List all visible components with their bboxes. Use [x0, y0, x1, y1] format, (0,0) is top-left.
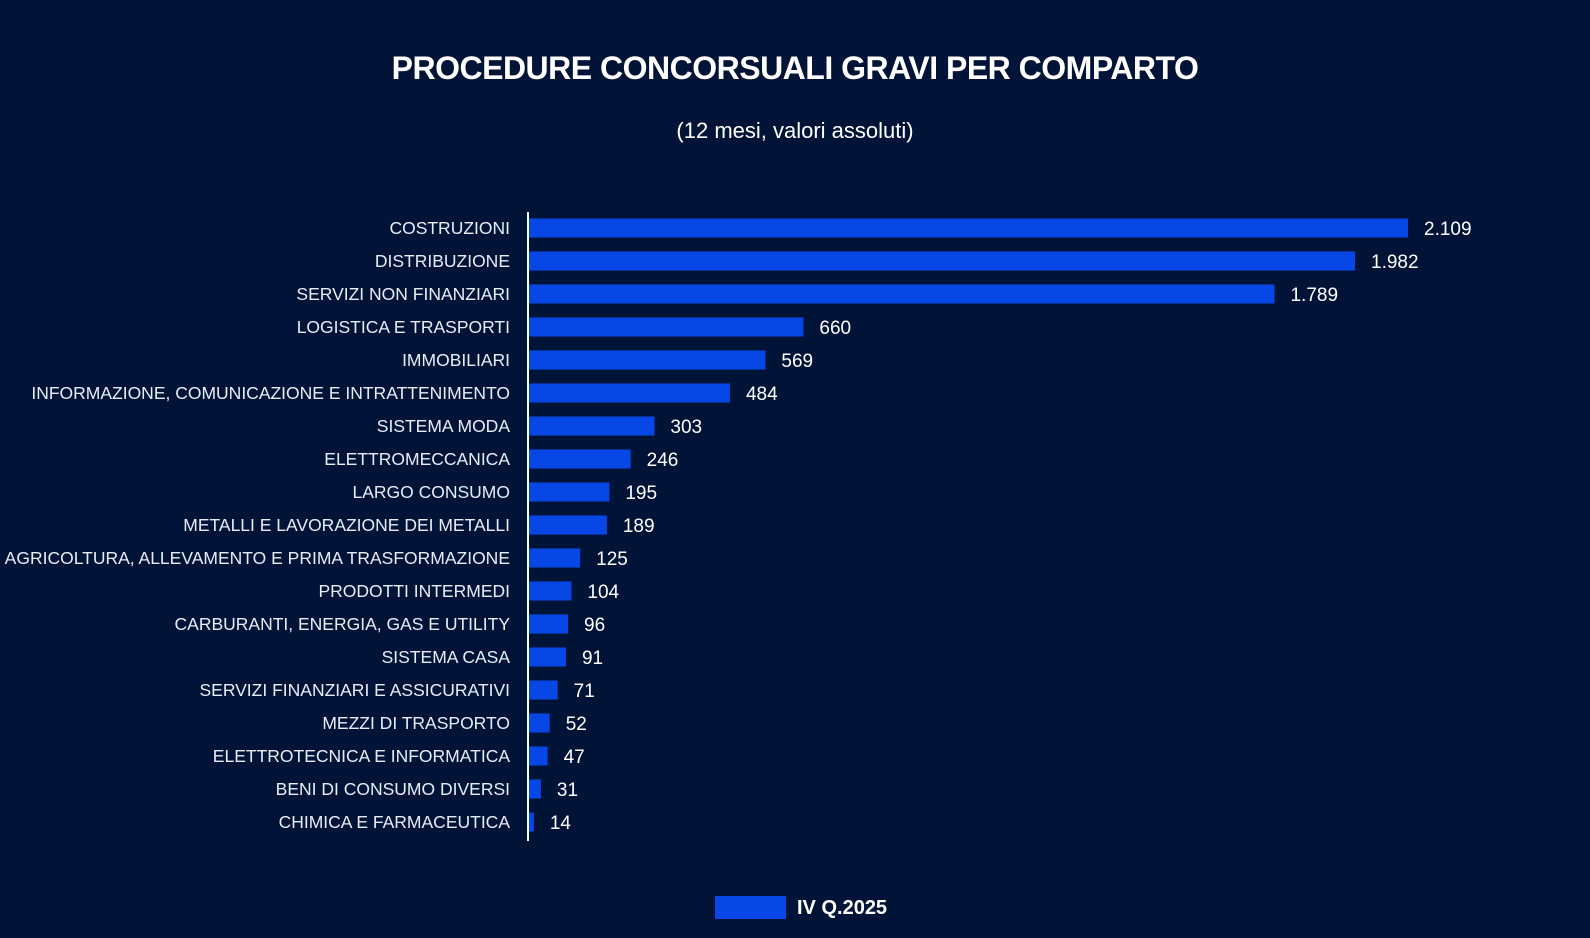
bar[interactable] — [528, 482, 610, 502]
data-label: 125 — [596, 549, 628, 570]
data-label: 31 — [557, 780, 578, 801]
bar[interactable] — [528, 317, 804, 337]
category-label: SERVIZI FINANZIARI E ASSICURATIVI — [199, 680, 510, 700]
data-label: 569 — [781, 351, 813, 372]
category-label: DISTRIBUZIONE — [375, 251, 510, 271]
legend-swatch — [715, 896, 786, 919]
category-label: CARBURANTI, ENERGIA, GAS E UTILITY — [175, 614, 511, 634]
bar[interactable] — [528, 581, 572, 601]
data-label: 91 — [582, 648, 603, 669]
data-label: 1.982 — [1371, 252, 1419, 273]
category-label: AGRICOLTURA, ALLEVAMENTO E PRIMA TRASFOR… — [5, 548, 510, 568]
chart-subtitle: (12 mesi, valori assoluti) — [676, 118, 914, 143]
chart-title: PROCEDURE CONCORSUALI GRAVI PER COMPARTO — [391, 50, 1199, 86]
bar[interactable] — [528, 680, 558, 700]
bar[interactable] — [528, 779, 541, 799]
category-label: IMMOBILIARI — [402, 350, 510, 370]
data-label: 52 — [566, 714, 587, 735]
data-label: 1.789 — [1290, 285, 1338, 306]
category-label: PRODOTTI INTERMEDI — [318, 581, 510, 601]
category-label: BENI DI CONSUMO DIVERSI — [276, 779, 510, 799]
data-label: 189 — [623, 516, 655, 537]
category-label: LOGISTICA E TRASPORTI — [297, 317, 510, 337]
bar[interactable] — [528, 548, 581, 568]
category-label: CHIMICA E FARMACEUTICA — [279, 812, 511, 832]
bar[interactable] — [528, 515, 607, 535]
legend-label: IV Q.2025 — [797, 897, 887, 919]
data-label: 14 — [550, 813, 572, 834]
bar[interactable] — [528, 614, 569, 634]
category-label: INFORMAZIONE, COMUNICAZIONE E INTRATTENI… — [31, 383, 510, 403]
bar[interactable] — [528, 812, 534, 832]
data-label: 660 — [819, 318, 851, 339]
bar[interactable] — [528, 251, 1356, 271]
category-label: ELETTROMECCANICA — [324, 449, 510, 469]
data-label: 303 — [670, 417, 702, 438]
bar[interactable] — [528, 284, 1275, 304]
category-label: MEZZI DI TRASPORTO — [322, 713, 510, 733]
category-label: METALLI E LAVORAZIONE DEI METALLI — [183, 515, 510, 535]
category-label: COSTRUZIONI — [389, 218, 510, 238]
category-label: LARGO CONSUMO — [352, 482, 510, 502]
data-label: 71 — [574, 681, 595, 702]
data-label: 2.109 — [1424, 219, 1472, 240]
category-label: SISTEMA MODA — [377, 416, 511, 436]
bar[interactable] — [528, 746, 548, 766]
bar[interactable] — [528, 449, 631, 469]
category-label: SERVIZI NON FINANZIARI — [296, 284, 510, 304]
bar[interactable] — [528, 383, 730, 403]
bar[interactable] — [528, 713, 550, 733]
category-label: SISTEMA CASA — [382, 647, 511, 667]
data-label: 195 — [625, 483, 657, 504]
bar[interactable] — [528, 218, 1408, 238]
bar[interactable] — [528, 647, 566, 667]
bar[interactable] — [528, 416, 655, 436]
data-label: 47 — [564, 747, 585, 768]
data-label: 96 — [584, 615, 605, 636]
data-label: 104 — [587, 582, 619, 603]
data-label: 484 — [746, 384, 778, 405]
category-label: ELETTROTECNICA E INFORMATICA — [213, 746, 511, 766]
data-label: 246 — [647, 450, 679, 471]
bar[interactable] — [528, 350, 766, 370]
